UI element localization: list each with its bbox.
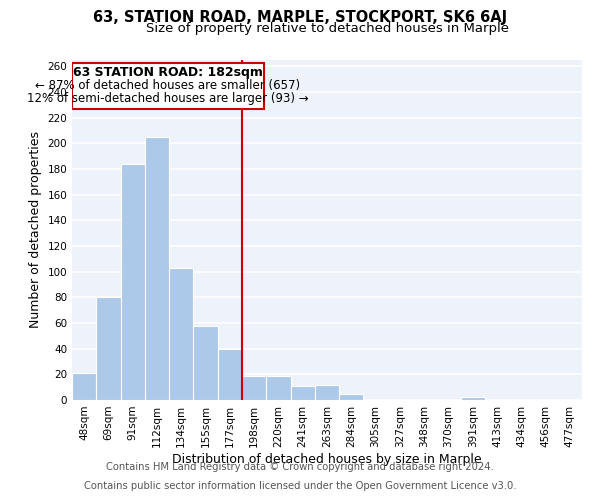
FancyBboxPatch shape — [72, 62, 264, 109]
Bar — [339, 394, 364, 400]
Bar — [266, 376, 290, 400]
Bar — [315, 384, 339, 400]
Bar — [461, 398, 485, 400]
Text: 63 STATION ROAD: 182sqm: 63 STATION ROAD: 182sqm — [73, 66, 263, 80]
Bar — [96, 298, 121, 400]
Bar — [145, 137, 169, 400]
Text: ← 87% of detached houses are smaller (657): ← 87% of detached houses are smaller (65… — [35, 79, 301, 92]
Text: Contains public sector information licensed under the Open Government Licence v3: Contains public sector information licen… — [84, 481, 516, 491]
Bar — [72, 373, 96, 400]
Bar — [193, 326, 218, 400]
Bar — [242, 376, 266, 400]
Bar — [169, 268, 193, 400]
X-axis label: Distribution of detached houses by size in Marple: Distribution of detached houses by size … — [172, 452, 482, 466]
Text: Contains HM Land Registry data © Crown copyright and database right 2024.: Contains HM Land Registry data © Crown c… — [106, 462, 494, 472]
Text: 12% of semi-detached houses are larger (93) →: 12% of semi-detached houses are larger (… — [27, 92, 309, 105]
Y-axis label: Number of detached properties: Number of detached properties — [29, 132, 42, 328]
Bar — [218, 348, 242, 400]
Bar — [290, 386, 315, 400]
Title: Size of property relative to detached houses in Marple: Size of property relative to detached ho… — [146, 22, 509, 35]
Text: 63, STATION ROAD, MARPLE, STOCKPORT, SK6 6AJ: 63, STATION ROAD, MARPLE, STOCKPORT, SK6… — [93, 10, 507, 25]
Bar — [121, 164, 145, 400]
